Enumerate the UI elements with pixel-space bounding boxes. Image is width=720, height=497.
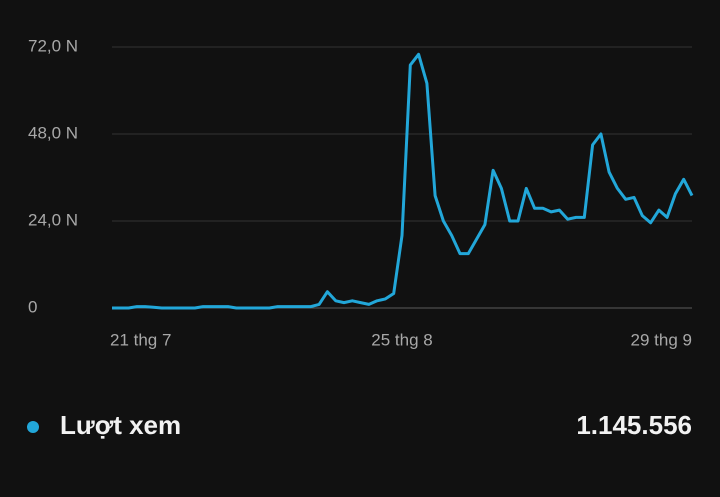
x-tick-label: 21 thg 7 [110,330,171,349]
y-tick-label: 0 [28,297,37,316]
data-line [112,52,694,310]
y-tick-label: 24,0 N [28,210,78,229]
y-tick-label: 72,0 N [28,36,78,55]
total-value: 1.145.556 [576,410,692,440]
legend-dot [27,421,39,433]
legend-label: Lượt xem [60,410,181,440]
x-tick-label: 29 thg 9 [631,330,692,349]
y-tick-label: 48,0 N [28,123,78,142]
x-tick-label: 25 thg 8 [371,330,432,349]
